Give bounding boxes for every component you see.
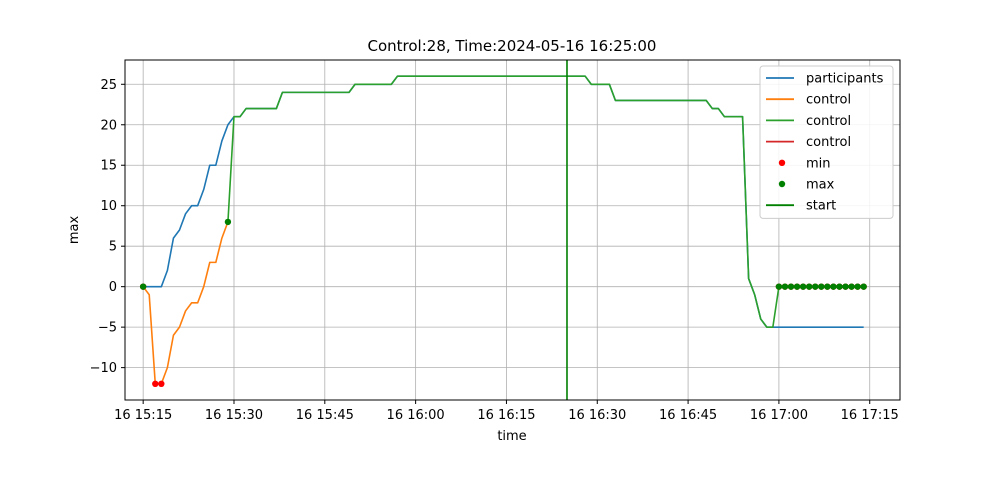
max-point [830, 283, 837, 290]
x-tick-label: 16 15:45 [296, 408, 354, 423]
max-point [854, 283, 861, 290]
legend-label: participants [806, 72, 884, 87]
max-point [848, 283, 855, 290]
max-point [836, 283, 843, 290]
legend-box [759, 65, 894, 219]
plot-area [139, 60, 867, 400]
max-point [224, 218, 232, 226]
min-point [158, 380, 165, 388]
legend-marker [778, 180, 786, 188]
max-point [812, 283, 819, 290]
x-tick-label: 16 15:30 [205, 408, 263, 423]
legend-label: control [806, 114, 851, 129]
max-point [793, 283, 801, 290]
y-tick-label: −10 [90, 361, 117, 376]
legend: participants control control control min max s… [759, 65, 894, 219]
max-point [824, 283, 831, 290]
max-point [787, 283, 795, 290]
max-point [860, 283, 867, 290]
legend-label: max [806, 178, 835, 193]
y-tick-label: −5 [98, 321, 117, 336]
max-point [139, 283, 147, 290]
y-tick-label: 10 [100, 199, 117, 214]
y-tick-label: 0 [109, 280, 117, 295]
y-tick-label: 25 [100, 78, 117, 93]
max-point [781, 283, 789, 290]
max-point [818, 283, 825, 290]
x-tick-label: 16 17:15 [841, 408, 899, 423]
x-tick-label: 16 17:00 [750, 408, 808, 423]
x-axis-label: time [497, 429, 526, 444]
plot-frame [124, 59, 901, 401]
legend-label: control [806, 93, 851, 108]
x-tick-label: 16 16:15 [477, 408, 535, 423]
legend-label: min [806, 156, 831, 171]
x-tick-label: 16 16:30 [568, 408, 626, 423]
y-axis-label: max [67, 216, 82, 245]
max-point [775, 283, 783, 290]
max-point [799, 283, 807, 290]
series-line-2 [227, 75, 864, 328]
y-tick-label: 5 [109, 240, 117, 255]
y-tick-label: 15 [100, 159, 117, 174]
x-tick-label: 16 16:00 [387, 408, 445, 423]
axis-ticks: 16 15:15 16 15:30 16 15:45 16 16:00 16 16:15… [90, 78, 899, 423]
x-tick-label: 16 16:45 [659, 408, 717, 423]
legend-marker [778, 159, 786, 166]
legend-label: control [806, 135, 851, 150]
y-tick-label: 20 [100, 118, 117, 133]
max-point [805, 283, 813, 290]
chart-title: Control:28, Time:2024-05-16 16:25:00 [368, 37, 657, 55]
min-point [152, 380, 159, 388]
x-tick-label: 16 15:15 [114, 408, 172, 423]
max-point [842, 283, 849, 290]
legend-label: start [806, 199, 836, 214]
